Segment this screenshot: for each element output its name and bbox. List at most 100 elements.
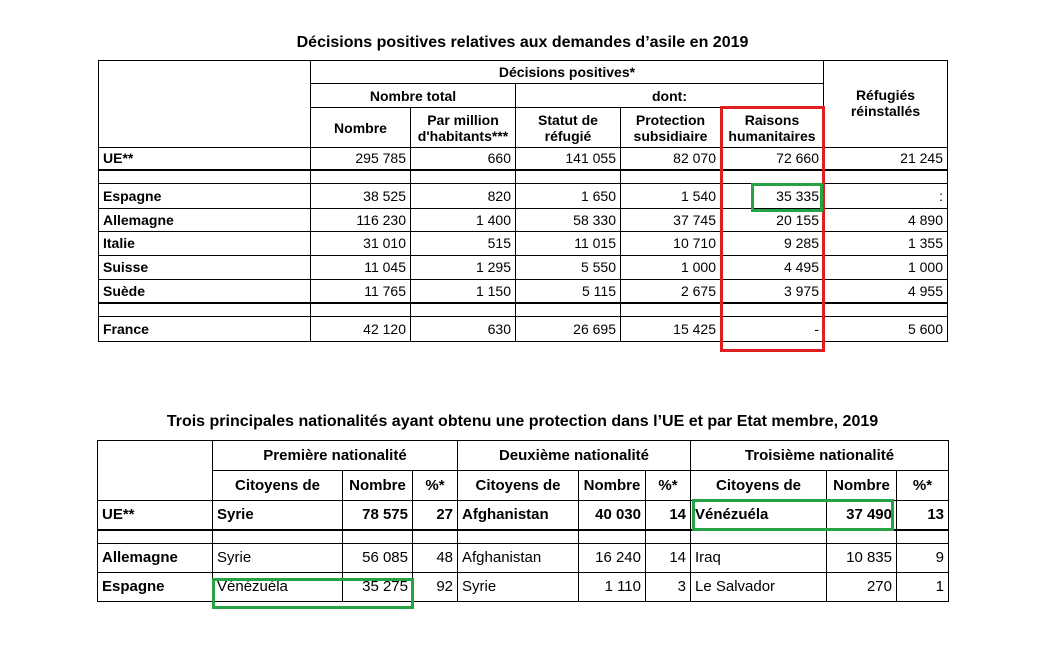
row-label: Italie	[98, 230, 311, 256]
header-cell: Décisions positives*	[310, 60, 824, 84]
value-cell: 9	[896, 542, 949, 573]
value-cell: 27	[412, 500, 458, 530]
spacer-row	[97, 528, 949, 544]
highlight-box	[751, 183, 823, 212]
value-cell: 11 765	[310, 278, 411, 304]
table-row: UE** 295 785 660 141 055 82 070 72 660 21 245	[98, 147, 948, 170]
value-cell: 14	[645, 542, 691, 573]
nationality-table: Première nationalité Deuxième nationalité…	[97, 440, 949, 602]
value-cell: 1 110	[578, 571, 646, 602]
country-cell: Syrie	[212, 542, 343, 573]
column-header: Nombre	[310, 107, 411, 148]
group-header: Deuxième nationalité	[457, 440, 691, 471]
highlight-box	[720, 106, 825, 352]
spacer-cell	[826, 528, 897, 544]
spacer-cell	[578, 528, 646, 544]
column-header: %*	[645, 470, 691, 501]
asylum-table: Décisions positives* Réfugiés réinstallé…	[98, 60, 948, 342]
value-cell: 16 240	[578, 542, 646, 573]
value-cell: 26 695	[515, 316, 621, 342]
column-header: Nombre	[826, 470, 897, 501]
value-cell: 10 835	[826, 542, 897, 573]
highlight-box	[212, 578, 414, 609]
table-row: Allemagne 116 230 1 400 58 330 37 745 20 155 4…	[98, 207, 948, 232]
row-label: Suisse	[98, 254, 311, 280]
table-row: France 42 120 630 26 695 15 425-5 600	[98, 316, 948, 342]
column-header: Statut de réfugié	[515, 107, 621, 148]
column-header: %*	[896, 470, 949, 501]
row-label: Espagne	[98, 182, 311, 209]
table-row: Suède 11 765 1 150 5 115 2 675 3 975 4 955	[98, 278, 948, 304]
value-cell: 660	[410, 147, 516, 170]
row-label: UE**	[98, 147, 311, 170]
value-cell: 11 015	[515, 230, 621, 256]
value-cell: 1 000	[823, 254, 948, 280]
value-cell: 4 890	[823, 207, 948, 232]
value-cell: :	[823, 182, 948, 209]
value-cell: 42 120	[310, 316, 411, 342]
country-cell: Vénézuéla	[212, 571, 343, 602]
spacer-cell	[98, 302, 311, 317]
spacer-cell	[410, 302, 516, 317]
spacer-cell	[212, 528, 343, 544]
corner-cell	[97, 440, 213, 501]
spacer-cell	[412, 528, 458, 544]
value-cell: 10 710	[620, 230, 721, 256]
country-cell: Syrie	[212, 500, 343, 530]
value-cell: 15 425	[620, 316, 721, 342]
table-row: Italie 31 010 515 11 015 10 710 9 285 1 355	[98, 230, 948, 256]
value-cell: 4 495	[720, 254, 824, 280]
spacer-cell	[645, 528, 691, 544]
value-cell: 1 650	[515, 182, 621, 209]
table-row: Espagne 38 525 820 1 650 1 540 35 335:	[98, 182, 948, 209]
value-cell: 1 400	[410, 207, 516, 232]
spacer-cell	[457, 528, 579, 544]
value-cell: 270	[826, 571, 897, 602]
country-cell: Syrie	[457, 571, 579, 602]
value-cell: 630	[410, 316, 516, 342]
value-cell: 92	[412, 571, 458, 602]
value-cell: 48	[412, 542, 458, 573]
spacer-cell	[823, 302, 948, 317]
highlight-box	[692, 499, 894, 531]
spacer-cell	[310, 302, 411, 317]
country-cell: Le Salvador	[690, 571, 827, 602]
value-cell: 56 085	[342, 542, 413, 573]
row-label: France	[98, 316, 311, 342]
spacer-cell	[410, 168, 516, 184]
value-cell: 1	[896, 571, 949, 602]
value-cell: 78 575	[342, 500, 413, 530]
value-cell: 1 150	[410, 278, 516, 304]
spacer-cell	[620, 302, 721, 317]
value-cell: 5 600	[823, 316, 948, 342]
value-cell: 38 525	[310, 182, 411, 209]
value-cell: 13	[896, 500, 949, 530]
value-cell: 21 245	[823, 147, 948, 170]
value-cell: 116 230	[310, 207, 411, 232]
value-cell: 31 010	[310, 230, 411, 256]
column-header: Citoyens de	[690, 470, 827, 501]
group-header: Première nationalité	[212, 440, 458, 471]
spacer-row	[98, 302, 948, 317]
value-cell: 515	[410, 230, 516, 256]
group-header: Troisième nationalité	[690, 440, 949, 471]
spacer-cell	[310, 168, 411, 184]
corner-cell	[98, 60, 311, 148]
value-cell: 3	[645, 571, 691, 602]
header-cell: Réfugiés réinstallés	[823, 60, 948, 148]
value-cell: 14	[645, 500, 691, 530]
column-header: Citoyens de	[212, 470, 343, 501]
row-label: Suède	[98, 278, 311, 304]
country-cell: Iraq	[690, 542, 827, 573]
value-cell: 2 675	[620, 278, 721, 304]
value-cell: 141 055	[515, 147, 621, 170]
column-header: Par million d'habitants***	[410, 107, 516, 148]
spacer-cell	[823, 168, 948, 184]
table-title: Décisions positives relatives aux demand…	[296, 34, 749, 51]
value-cell: -	[720, 316, 824, 342]
row-label: Espagne	[97, 571, 213, 602]
header-cell: Nombre total	[310, 83, 516, 108]
column-header: Protection subsidiaire	[620, 107, 721, 148]
spacer-cell	[97, 528, 213, 544]
